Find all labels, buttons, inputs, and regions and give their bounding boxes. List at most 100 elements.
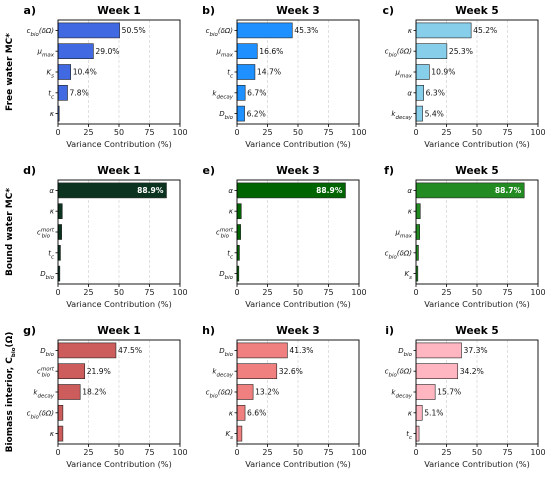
- x-tick-label: 25: [262, 448, 272, 457]
- panel-letter: i): [385, 324, 394, 337]
- chart-title: Week 5: [455, 165, 498, 177]
- x-tick-label: 75: [502, 128, 512, 137]
- x-tick-label: 100: [351, 288, 366, 297]
- y-tick-label: Ks: [226, 430, 234, 441]
- panel-letter: f): [384, 164, 394, 177]
- y-tick-label: κ: [229, 409, 234, 417]
- bar: [236, 384, 254, 400]
- y-tick-label: kdecay: [33, 389, 54, 400]
- data-label: 6.2%: [247, 109, 266, 118]
- x-tick-label: 75: [323, 448, 333, 457]
- data-label: 50.5%: [122, 26, 146, 35]
- bar: [415, 43, 448, 60]
- y-tick-label: Ks: [405, 270, 413, 281]
- x-tick-label: 50: [114, 448, 124, 457]
- data-label: 34.2%: [460, 367, 484, 376]
- y-tick-label: κ: [50, 430, 55, 438]
- bar: [415, 404, 423, 421]
- x-tick-label: 0: [234, 288, 239, 297]
- x-tick-label: 100: [351, 448, 366, 457]
- row-label: Free water MC*: [5, 33, 15, 111]
- y-tick-label: μmax: [395, 69, 413, 80]
- data-label: 14.7%: [257, 68, 281, 77]
- chart-title: Week 5: [455, 5, 498, 17]
- y-tick-label: Dbio: [219, 110, 233, 121]
- bar: [236, 85, 246, 101]
- bar: [57, 342, 117, 359]
- x-tick-label: 100: [172, 448, 187, 457]
- y-tick-label: cbio(δΩ): [206, 389, 234, 400]
- subplot-i: i) Week 5 Dbio 37.3% cbio(δΩ) 34.2% kdecay 15.7…: [385, 324, 546, 469]
- data-label: 18.2%: [82, 388, 106, 397]
- x-tick-label: 100: [530, 128, 545, 137]
- data-label: 15.7%: [437, 388, 461, 397]
- x-tick-label: 75: [323, 288, 333, 297]
- bar: [415, 85, 424, 101]
- y-tick-label: κ: [229, 208, 234, 216]
- y-tick-label: Dbio: [398, 347, 412, 358]
- x-tick-label: 100: [351, 128, 366, 137]
- data-label: 6.6%: [247, 409, 266, 418]
- y-tick-label: α: [407, 187, 412, 195]
- x-axis-label: Variance Contribution (%): [66, 459, 172, 469]
- y-tick-label: cbio(δΩ): [206, 27, 234, 38]
- x-tick-label: 50: [114, 128, 124, 137]
- data-label: 21.9%: [87, 367, 111, 376]
- data-label: 32.6%: [279, 367, 303, 376]
- panel-letter: e): [203, 164, 216, 177]
- bar: [236, 43, 258, 60]
- bar: [236, 342, 288, 359]
- data-label: 10.9%: [431, 68, 455, 77]
- x-axis-label: Variance Contribution (%): [245, 299, 351, 309]
- data-label: 88.9%: [137, 186, 164, 195]
- bar: [57, 224, 62, 240]
- x-tick-label: 50: [293, 128, 303, 137]
- x-tick-label: 50: [293, 288, 303, 297]
- bar: [57, 363, 86, 380]
- bar: [236, 363, 278, 380]
- data-label: 37.3%: [464, 346, 488, 355]
- x-axis-label: Variance Contribution (%): [424, 459, 530, 469]
- x-tick-label: 100: [530, 288, 545, 297]
- y-tick-label: Dbio: [219, 270, 233, 281]
- bar: [415, 22, 472, 39]
- data-label: 5.1%: [424, 409, 443, 418]
- panel-letter: b): [202, 4, 215, 17]
- bar: [57, 85, 68, 101]
- panel-letter: a): [24, 4, 36, 17]
- bar: [415, 425, 420, 442]
- y-tick-label: Ks: [47, 69, 55, 80]
- data-label: 6.7%: [247, 89, 266, 98]
- x-tick-label: 25: [441, 128, 451, 137]
- x-axis-label: Variance Contribution (%): [424, 139, 530, 149]
- y-tick-label: tc: [48, 89, 54, 100]
- x-tick-label: 75: [144, 128, 154, 137]
- y-tick-label: μmax: [216, 48, 234, 59]
- panel-letter: c): [382, 4, 394, 17]
- y-tick-label: α: [228, 187, 233, 195]
- y-tick-label: μmax: [37, 48, 55, 59]
- x-tick-label: 75: [502, 288, 512, 297]
- x-tick-label: 0: [234, 448, 239, 457]
- panel-letter: d): [23, 164, 36, 177]
- y-tick-label: cmort bio: [37, 228, 55, 240]
- data-label: 47.5%: [118, 346, 142, 355]
- y-tick-label: cmort bio: [216, 228, 234, 240]
- x-axis-label: Variance Contribution (%): [245, 459, 351, 469]
- y-tick-label: Dbio: [219, 347, 233, 358]
- y-tick-label: cbio(δΩ): [385, 48, 413, 59]
- x-tick-label: 50: [293, 448, 303, 457]
- data-label: 29.0%: [95, 47, 119, 56]
- x-tick-label: 25: [262, 128, 272, 137]
- chart-title: Week 1: [97, 5, 140, 17]
- x-tick-label: 50: [472, 288, 482, 297]
- panel-letter: g): [23, 324, 36, 337]
- x-tick-label: 25: [83, 288, 93, 297]
- x-tick-label: 25: [441, 288, 451, 297]
- x-tick-label: 100: [172, 288, 187, 297]
- y-tick-label: cbio(δΩ): [27, 409, 55, 420]
- data-label: 16.6%: [259, 47, 283, 56]
- subplot-b: b) Week 3 cbio(δΩ) 45.3% μmax 16.6% tc 14.7% kde…: [202, 4, 367, 149]
